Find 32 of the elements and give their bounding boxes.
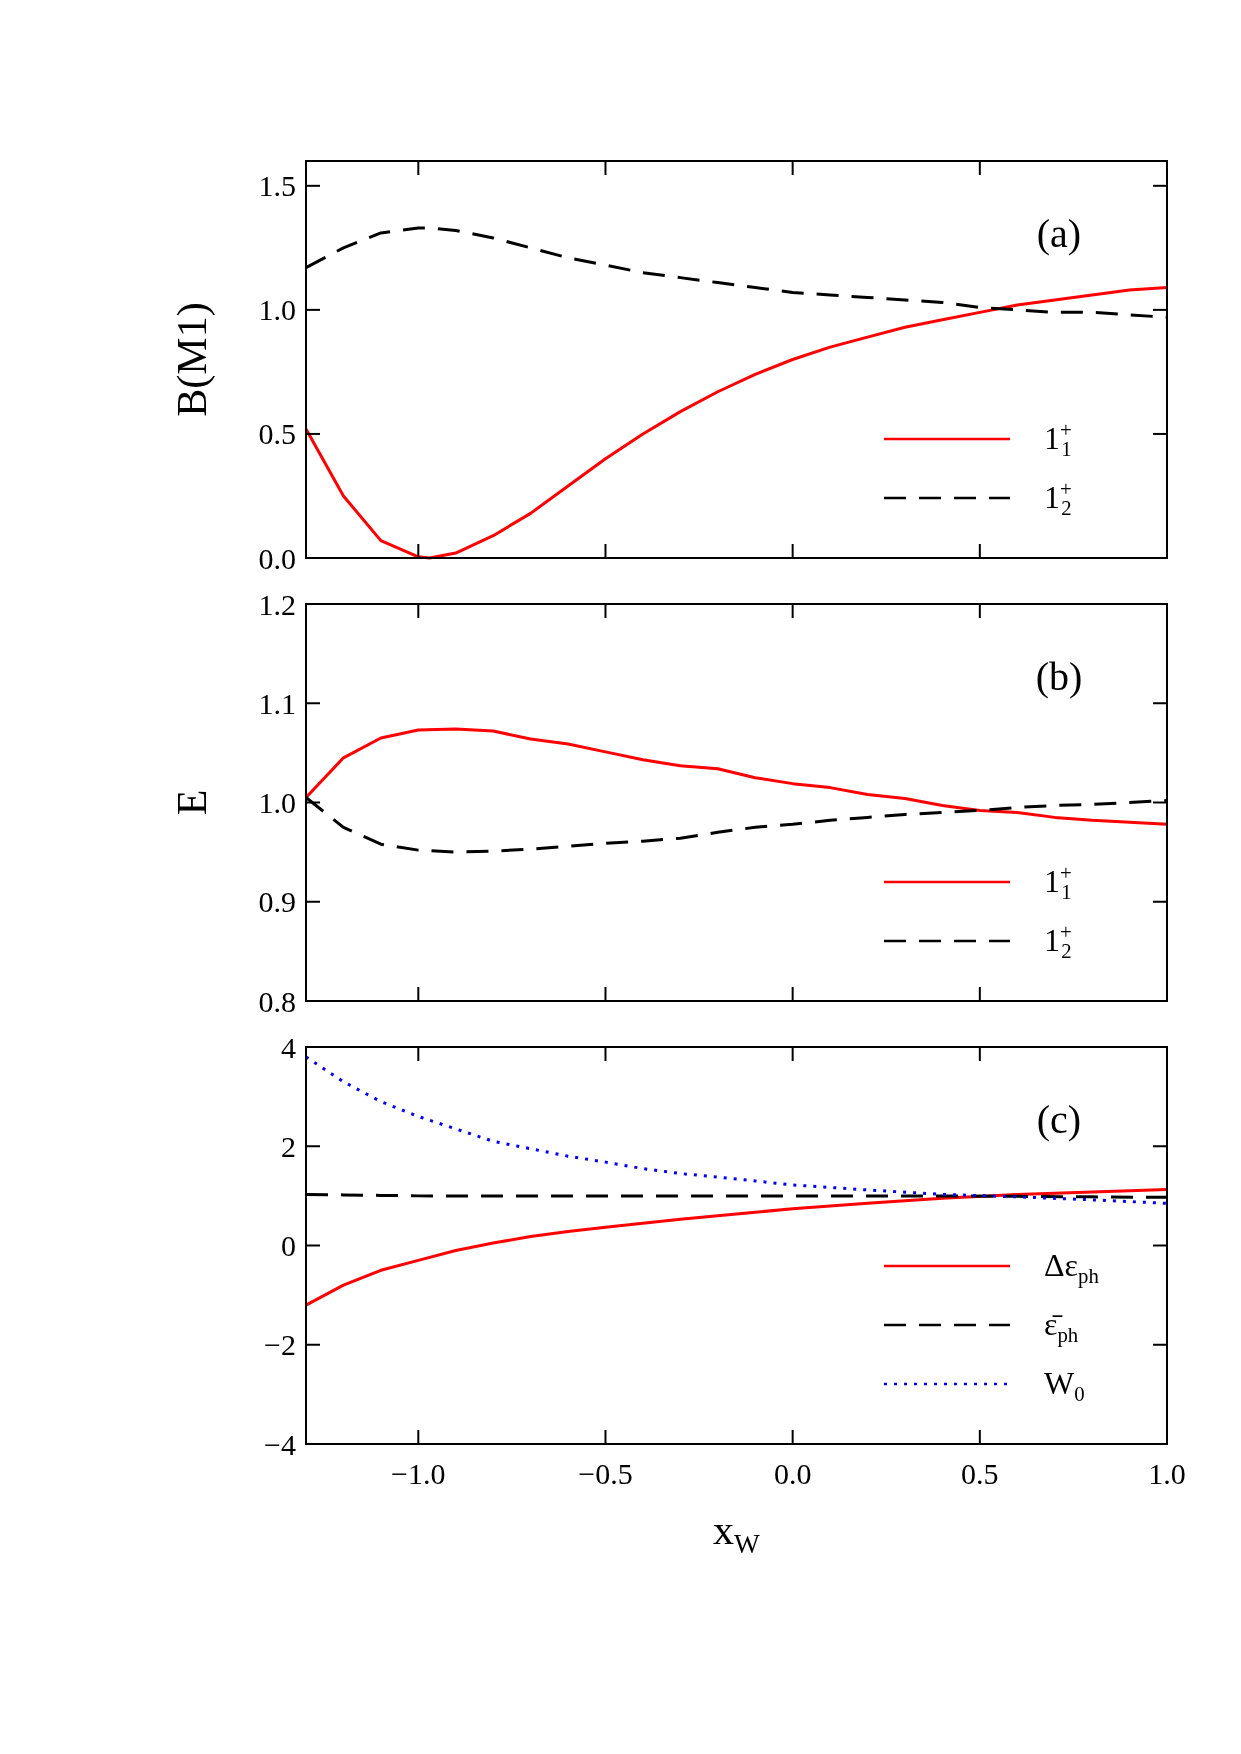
y-axis-title: B(M1)	[169, 302, 216, 417]
annotation: (b)	[1035, 654, 1083, 699]
y-tick-label: 1.1	[258, 686, 296, 720]
legend-label: ε̄$_{ph}$	[1044, 1306, 1079, 1348]
y-tick-label: 0.8	[258, 984, 296, 1018]
y-tick-label: −4	[264, 1427, 296, 1461]
y-tick-label: 1.2	[258, 587, 296, 621]
line-series	[304, 1187, 1169, 1307]
x-tick-label: 0.5	[961, 1457, 999, 1490]
x-axis-title: x$_{W}$	[713, 1507, 761, 1560]
x-tick-label: 1.0	[1148, 1457, 1186, 1490]
y-tick-label: 2	[281, 1129, 296, 1163]
y-tick-label: 0	[281, 1229, 296, 1262]
y-tick-label: 1.0	[258, 786, 296, 819]
y-tick-label: 0.9	[258, 885, 296, 919]
y-tick-label: 4	[281, 1030, 296, 1064]
legend-label: Δε$_{ph}$	[1044, 1247, 1100, 1289]
y-axis-title: E	[169, 789, 215, 816]
y-tick-label: 1.5	[258, 169, 296, 203]
y-tick-label: 1.0	[258, 293, 296, 327]
line-series	[304, 1055, 1169, 1205]
x-tick-label: −0.5	[578, 1457, 633, 1490]
annotation: (a)	[1036, 211, 1082, 256]
annotation: (c)	[1036, 1097, 1082, 1142]
line-series	[304, 727, 1169, 826]
y-tick-label: 0.0	[258, 541, 296, 575]
y-tick-label: −2	[264, 1328, 296, 1362]
line-series	[304, 286, 1169, 560]
x-tick-label: −1.0	[391, 1457, 446, 1490]
y-tick-label: 0.5	[258, 417, 296, 451]
legend-label: W$_{0}$	[1044, 1365, 1085, 1406]
x-tick-label: 0.0	[773, 1457, 812, 1490]
